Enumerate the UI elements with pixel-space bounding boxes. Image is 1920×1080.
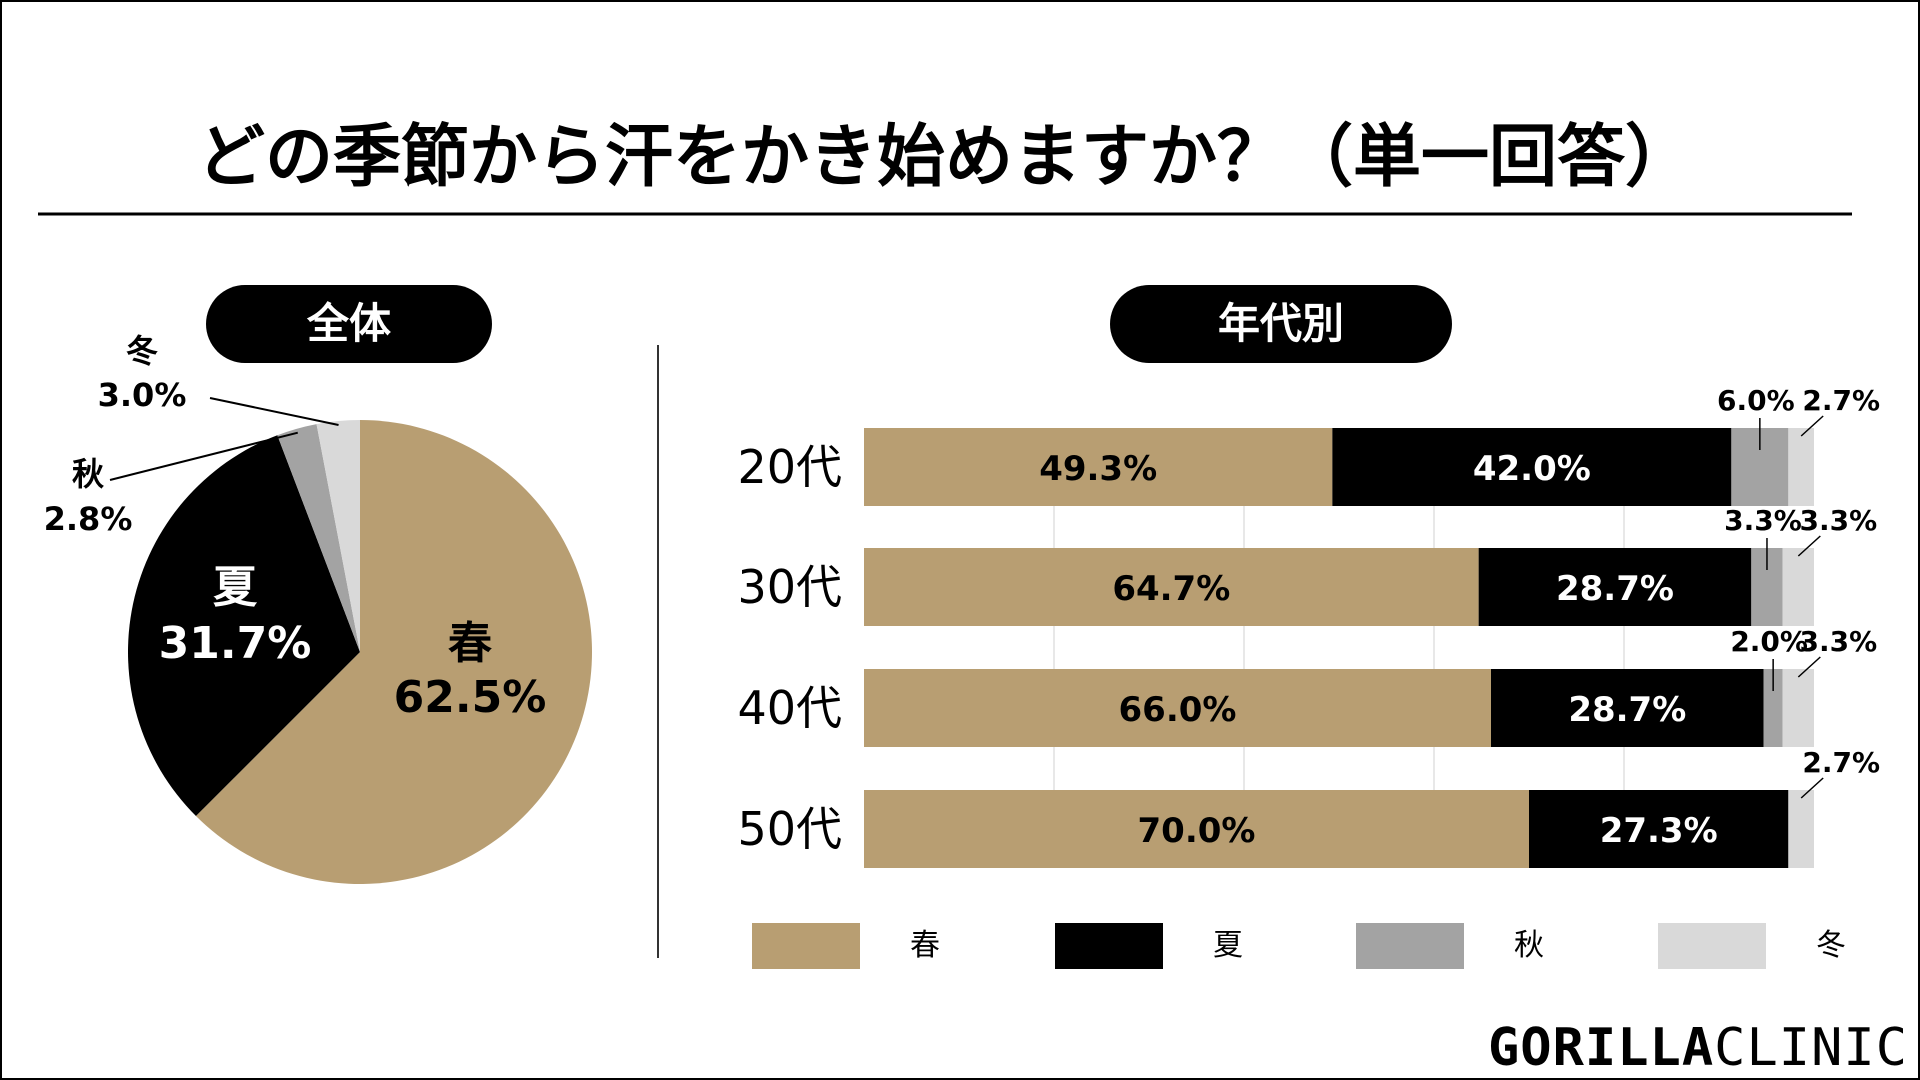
bar-value-label-3-0: 70.0% [1138,811,1256,851]
bar-value-label-0-1: 42.0% [1473,449,1591,489]
pie-slice-3 [316,420,360,652]
bar-segment-1-1 [1478,548,1752,626]
pie-chart: 春62.5% 夏31.7% 秋 2.8% 冬 3.0% [44,332,592,884]
bar-segment-3-1 [1529,790,1789,868]
pie-label-3: 冬 [126,332,158,370]
pie-slice-1 [128,435,360,817]
byage-label: 年代別 [1218,299,1344,348]
bar-value-label-0-3: 2.7% [1802,384,1880,417]
legend-swatch-2 [1356,923,1464,969]
legend-swatch-3 [1658,923,1766,969]
bar-segment-1-3 [1782,548,1814,626]
bar-segment-2-2 [1763,669,1783,747]
brand-light: CLINIC [1714,1018,1908,1078]
bar-segment-0-1 [1332,428,1732,506]
pie-value-label-3: 3.0% [98,376,187,414]
legend-label-1: 夏 [1213,928,1243,963]
bar-segment-1-0 [864,548,1479,626]
bar-value-label-0-0: 49.3% [1039,449,1157,489]
brand-bold: GORILLA [1488,1018,1715,1078]
brand-logo: GORILLACLINIC [1488,1022,1908,1074]
bar-value-label-1-1: 28.7% [1556,569,1674,609]
pie-value-label-1: 31.7% [159,618,312,669]
pie-label-1: 夏 [213,562,258,613]
bar-value-label-0-2: 6.0% [1717,384,1795,417]
legend-label-0: 春 [910,928,940,963]
bar-value-label-3-3: 2.7% [1802,746,1880,779]
bar-segment-0-0 [864,428,1333,506]
page-title: どの季節から汗をかき始めますか？（単一回答） [197,118,1693,197]
bar-value-label-2-1: 28.7% [1568,690,1686,730]
bar-value-label-2-3: 3.3% [1799,625,1877,658]
bar-segment-3-3 [1788,790,1814,868]
pie-leader-line-2 [109,431,299,481]
bar-value-label-2-2: 2.0% [1730,625,1808,658]
category-label-2: 40代 [737,681,842,735]
bar-segment-0-3 [1788,428,1814,506]
byage-pill [1110,285,1452,363]
bar-leader-line-1-3 [1797,535,1821,557]
bar-chart: 20代 49.3% 42.0%6.0% 2.7%30代 64.7% 28.7%3.3%3.… [737,384,1880,868]
legend: 春夏秋冬 [752,923,1846,969]
bar-segment-2-3 [1782,669,1814,747]
bar-value-label-2-0: 66.0% [1119,690,1237,730]
bar-value-label-1-2: 3.3% [1724,504,1802,537]
legend-label-3: 冬 [1816,928,1846,963]
bar-segment-2-0 [864,669,1491,747]
category-label-0: 20代 [737,440,842,494]
category-label-3: 50代 [737,802,842,856]
overall-pill [206,285,492,363]
pie-value-label-0: 62.5% [394,672,547,723]
bar-leader-line-0-3 [1800,415,1824,437]
category-label-1: 30代 [737,560,842,614]
legend-label-2: 秋 [1514,928,1544,963]
pie-value-label-2: 2.8% [44,500,133,538]
bar-value-label-3-1: 27.3% [1600,811,1718,851]
bar-value-label-1-0: 64.7% [1112,569,1230,609]
bar-segment-2-1 [1491,669,1764,747]
pie-slice-0 [195,420,592,884]
bar-segment-3-0 [864,790,1529,868]
pie-label-0: 春 [448,618,492,669]
legend-swatch-1 [1055,923,1163,969]
bar-leader-line-2-3 [1797,656,1821,678]
bar-leader-line-3-3 [1800,777,1824,799]
legend-swatch-0 [752,923,860,969]
pie-leader-line-3 [209,397,339,426]
overall-label: 全体 [306,299,391,348]
pie-slice-2 [277,424,360,652]
bar-value-label-1-3: 3.3% [1799,504,1877,537]
pie-label-2: 秋 [72,455,104,493]
